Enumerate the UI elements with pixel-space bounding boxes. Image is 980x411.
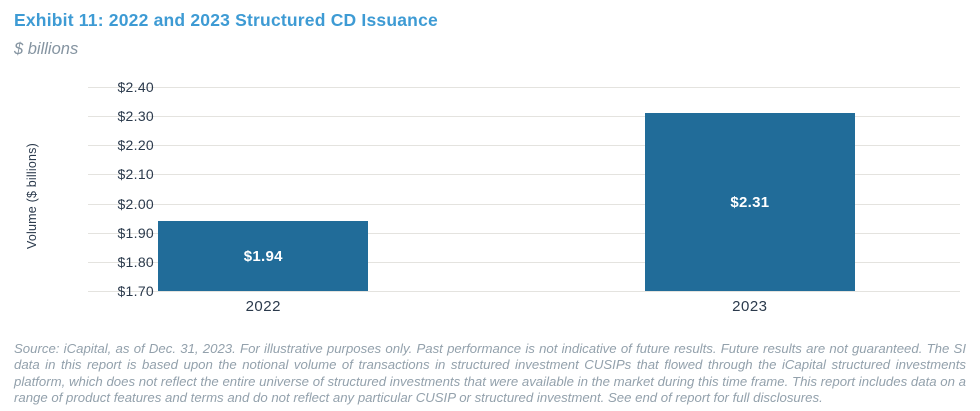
page-title: Exhibit 11: 2022 and 2023 Structured CD …	[14, 10, 438, 30]
y-tick-label: $2.40	[117, 79, 154, 95]
gridline	[88, 203, 960, 205]
y-tick-label: $2.30	[117, 108, 154, 125]
gridline	[88, 174, 960, 176]
gridline	[88, 87, 960, 88]
gridline	[88, 261, 960, 263]
y-tick-label: $2.10	[117, 166, 154, 183]
chart-subtitle: $ billions	[14, 40, 79, 58]
gridline	[88, 116, 960, 118]
gridline	[88, 232, 960, 234]
bar-value-label: $1.94	[243, 247, 283, 265]
bar-value-label: $2.31	[730, 193, 770, 211]
plot-area: $2.40 $2.30 $2.20 $2.10 $2.00 $1.90 $1.80 $1.70…	[88, 79, 960, 315]
x-axis-label: 2023	[732, 298, 768, 315]
bar-2022: $1.94	[158, 221, 369, 291]
gridline	[88, 291, 960, 292]
bar-chart: Volume ($ billions) $2.40 $2.30 $2.20 $2.10…	[14, 73, 966, 325]
y-tick-label: $2.20	[117, 137, 154, 154]
y-tick-label: $1.70	[117, 283, 154, 299]
y-tick-label: $2.00	[117, 195, 154, 212]
source-note: Source: iCapital, as of Dec. 31, 2023. F…	[14, 341, 966, 406]
gridline	[88, 145, 960, 147]
bar-2023: $2.31	[644, 113, 855, 291]
x-axis-label: 2022	[245, 298, 281, 315]
y-tick-label: $1.80	[117, 253, 154, 270]
y-axis-title: Volume ($ billions)	[25, 143, 39, 249]
y-tick-label: $1.90	[117, 224, 154, 241]
